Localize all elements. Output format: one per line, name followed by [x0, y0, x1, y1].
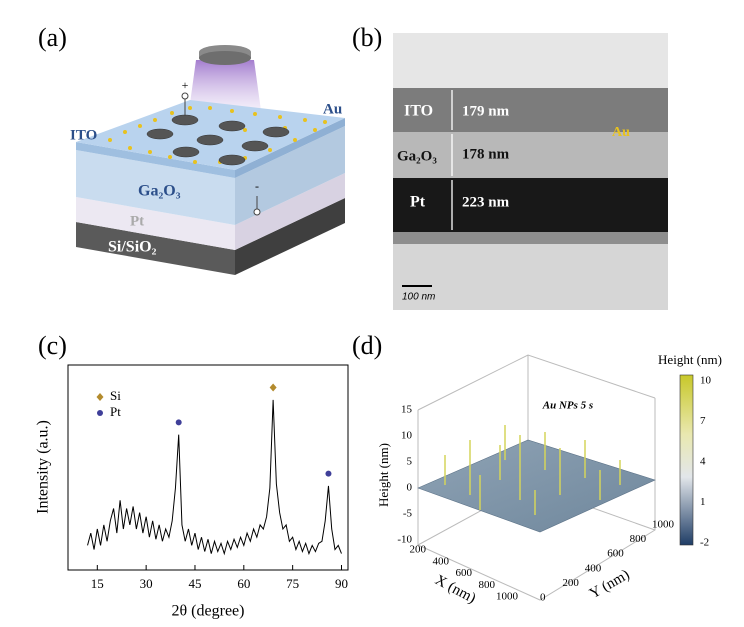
colorbar — [679, 374, 694, 546]
peak-marker — [175, 419, 182, 426]
au-dots — [108, 106, 327, 164]
au-label: Au — [612, 125, 630, 140]
terminal — [181, 92, 189, 100]
colorbar-tick-label: 7 — [700, 415, 706, 427]
tem-band — [393, 178, 668, 232]
x-tick-label: 75 — [286, 576, 299, 591]
z-tick-label: 0 — [407, 482, 413, 494]
ga2o3-label: Ga₂O₃ — [138, 183, 181, 200]
layer-label: ITO — [404, 103, 433, 120]
panel-label: (d) — [352, 331, 382, 360]
y-tick-label: 600 — [607, 548, 624, 560]
tem-band — [393, 132, 668, 178]
z-tick-label: 10 — [401, 430, 413, 442]
colorbar-label: Height (nm) — [658, 352, 722, 367]
x-tick-label: 1000 — [496, 591, 519, 603]
ga2o3-layer — [235, 126, 345, 225]
thickness-label: 178 nm — [462, 146, 510, 162]
si-layer — [76, 222, 235, 275]
y-axis-label: Intensity (a.u.) — [35, 420, 52, 514]
panel-b: (b) ITO 179 nm Au Ga₂O₃ 178 nm Pt 223 nm… — [352, 23, 668, 310]
z-tick-label: 15 — [401, 404, 413, 416]
pt-label: Pt — [130, 213, 144, 229]
minus-sign: - — [255, 179, 259, 193]
peak-marker — [97, 410, 103, 416]
z-axis-label: Height (nm) — [376, 443, 391, 507]
scale-bar-label: 100 nm — [402, 292, 435, 303]
thickness-label: 179 nm — [462, 103, 510, 119]
tem-band — [393, 232, 668, 244]
z-tick-label: 5 — [407, 456, 413, 468]
surface — [417, 439, 656, 533]
thickness-label: 223 nm — [462, 194, 510, 210]
pt-layer — [235, 173, 345, 250]
plot-title: Au NPs 5 s — [542, 400, 593, 412]
x-tick-label: 45 — [188, 576, 201, 591]
panel-d: (d) Au NPs 5 s Height (nm) X (nm) Y (nm)… — [352, 331, 722, 607]
ito-layer — [76, 142, 235, 178]
panel-label: (c) — [38, 331, 67, 360]
x-tick-label: 800 — [479, 579, 496, 591]
si-layer — [235, 198, 345, 275]
colorbar-tick-label: 4 — [700, 456, 706, 468]
legend-label: Si — [110, 388, 121, 403]
colorbar-tick-label: 10 — [700, 375, 712, 387]
spikes — [444, 425, 621, 515]
z-tick-label: -5 — [403, 508, 413, 520]
x-tick-label: 200 — [410, 544, 427, 556]
colorbar-tick-label: 1 — [700, 496, 706, 508]
ito-layer — [235, 118, 345, 178]
au-label: Au — [323, 101, 342, 117]
ga2o3-layer — [76, 150, 235, 225]
x-tick-label: 60 — [237, 576, 250, 591]
peak-marker — [325, 470, 332, 477]
terminal — [253, 208, 261, 216]
tem-band — [393, 33, 668, 88]
y-tick-label: 1000 — [652, 519, 675, 531]
legend-label: Pt — [110, 404, 121, 419]
x-tick-label: 15 — [91, 576, 104, 591]
peak-marker — [269, 383, 277, 392]
x-tick-label: 90 — [335, 576, 348, 591]
tem-band — [393, 88, 668, 132]
z-tick-label: -10 — [397, 534, 412, 546]
x-tick-label: 30 — [140, 576, 153, 591]
layer-label: Pt — [410, 194, 426, 211]
x-axis-label: 2θ (degree) — [172, 603, 245, 620]
spectrum-line — [87, 399, 342, 556]
panel-c: (c) 2θ (degree) Intensity (a.u.) 15 30 45 6… — [35, 331, 349, 620]
y-tick-label: 0 — [540, 592, 546, 604]
plot-frame — [67, 364, 349, 571]
ito-label: ITO — [70, 127, 97, 143]
y-tick-label: 400 — [585, 562, 602, 574]
x-tick-label: 400 — [433, 555, 450, 567]
peak-marker — [96, 393, 104, 401]
y-tick-label: 200 — [562, 577, 579, 589]
pt-layer — [76, 197, 235, 250]
lamp — [199, 51, 251, 65]
si-label: Si/SiO₂ — [108, 239, 157, 256]
panel-label: (a) — [38, 23, 67, 52]
x-tick-label: 600 — [456, 567, 473, 579]
panel-a: (a) + - ITO Au Ga₂O₃ Pt Si/SiO₂ — [38, 23, 345, 275]
y-tick-label: 800 — [630, 533, 647, 545]
electrodes — [146, 114, 290, 166]
layer-label: Ga₂O₃ — [397, 148, 437, 164]
plus-sign: + — [182, 78, 189, 92]
colorbar-tick-label: -2 — [700, 537, 709, 549]
panel-label: (b) — [352, 23, 382, 52]
